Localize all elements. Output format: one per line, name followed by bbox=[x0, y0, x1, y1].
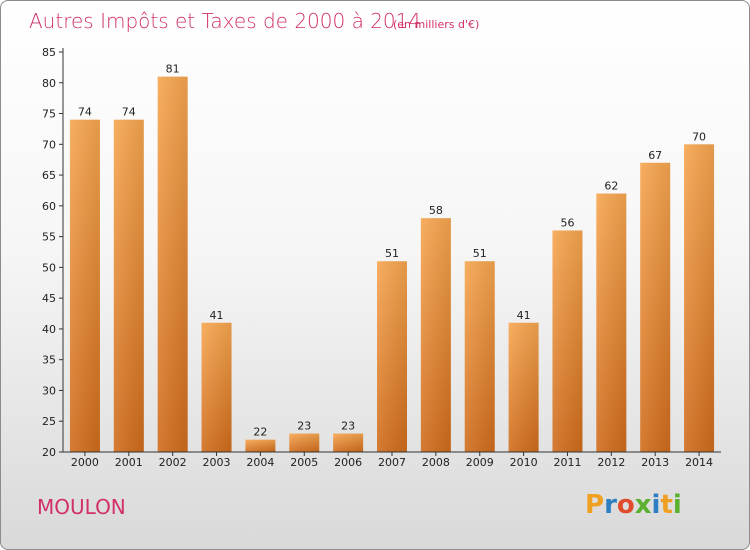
bar-value-label: 70 bbox=[692, 130, 706, 143]
bar-value-label: 23 bbox=[297, 420, 311, 433]
x-tick-label: 2009 bbox=[466, 456, 494, 469]
bar-value-label: 23 bbox=[341, 420, 355, 433]
chart-title: Autres Impôts et Taxes de 2000 à 2014 bbox=[29, 9, 422, 33]
bar-shade bbox=[596, 193, 627, 453]
y-tick-label: 35 bbox=[42, 354, 56, 367]
bar-shade bbox=[201, 322, 232, 452]
bar-shade bbox=[420, 218, 451, 452]
bar-shade bbox=[377, 261, 407, 452]
x-tick-label: 2006 bbox=[334, 456, 362, 469]
bar-shade bbox=[289, 433, 320, 452]
x-tick-label: 2000 bbox=[71, 456, 99, 469]
y-tick-label: 30 bbox=[42, 384, 56, 397]
y-tick-label: 80 bbox=[42, 77, 56, 90]
x-tick-label: 2001 bbox=[115, 456, 143, 469]
y-tick-label: 25 bbox=[42, 415, 56, 428]
bar-value-label: 81 bbox=[166, 63, 180, 76]
place-name: MOULON bbox=[37, 495, 126, 519]
y-tick-label: 20 bbox=[42, 446, 56, 459]
bar-shade bbox=[69, 119, 100, 452]
x-tick-label: 2002 bbox=[159, 456, 187, 469]
logo-letter: t bbox=[660, 490, 673, 520]
bar-shade bbox=[113, 119, 144, 452]
bar-shade bbox=[552, 230, 583, 452]
x-tick-label: 2013 bbox=[641, 456, 669, 469]
x-tick-label: 2004 bbox=[246, 456, 274, 469]
x-tick-label: 2007 bbox=[378, 456, 406, 469]
x-tick-label: 2010 bbox=[510, 456, 538, 469]
bar-value-label: 74 bbox=[78, 106, 92, 119]
x-tick-label: 2012 bbox=[597, 456, 625, 469]
logo-letter: i bbox=[651, 490, 661, 520]
bar-value-label: 62 bbox=[604, 180, 618, 193]
bar-shade bbox=[157, 76, 188, 452]
chart-subtitle: (en milliers d'€) bbox=[393, 18, 480, 31]
proxiti-logo: Proxiti bbox=[585, 490, 682, 520]
y-tick-label: 55 bbox=[42, 231, 56, 244]
bar-shade bbox=[508, 322, 539, 452]
bar-value-label: 67 bbox=[648, 149, 662, 162]
y-tick-label: 85 bbox=[42, 46, 56, 59]
logo-letter: o bbox=[616, 490, 635, 520]
bar-value-label: 58 bbox=[429, 204, 443, 217]
bar-value-label: 22 bbox=[253, 426, 267, 439]
y-tick-label: 65 bbox=[42, 169, 56, 182]
x-tick-label: 2008 bbox=[422, 456, 450, 469]
bar-value-label: 74 bbox=[122, 106, 136, 119]
bar-shade bbox=[464, 261, 495, 452]
bar-shade bbox=[684, 144, 715, 453]
logo-letter: x bbox=[634, 490, 652, 520]
bar-shade bbox=[245, 439, 276, 452]
bar-shade bbox=[333, 433, 364, 452]
y-tick-label: 45 bbox=[42, 292, 56, 305]
y-tick-label: 70 bbox=[42, 138, 56, 151]
x-tick-label: 2014 bbox=[685, 456, 713, 469]
bar-value-label: 41 bbox=[210, 309, 224, 322]
x-tick-label: 2003 bbox=[203, 456, 231, 469]
x-tick-label: 2005 bbox=[290, 456, 318, 469]
bar-shade bbox=[640, 162, 671, 452]
bar-value-label: 51 bbox=[473, 247, 487, 260]
y-tick-label: 40 bbox=[42, 323, 56, 336]
bar-value-label: 56 bbox=[560, 216, 574, 229]
y-tick-label: 60 bbox=[42, 200, 56, 213]
logo-letter: r bbox=[604, 490, 617, 520]
logo-letter: P bbox=[585, 490, 605, 520]
y-tick-label: 50 bbox=[42, 261, 56, 274]
logo-letter: i bbox=[672, 490, 682, 520]
y-tick-label: 75 bbox=[42, 108, 56, 121]
bar-value-label: 51 bbox=[385, 247, 399, 260]
bar-value-label: 41 bbox=[517, 309, 531, 322]
x-tick-label: 2011 bbox=[553, 456, 581, 469]
